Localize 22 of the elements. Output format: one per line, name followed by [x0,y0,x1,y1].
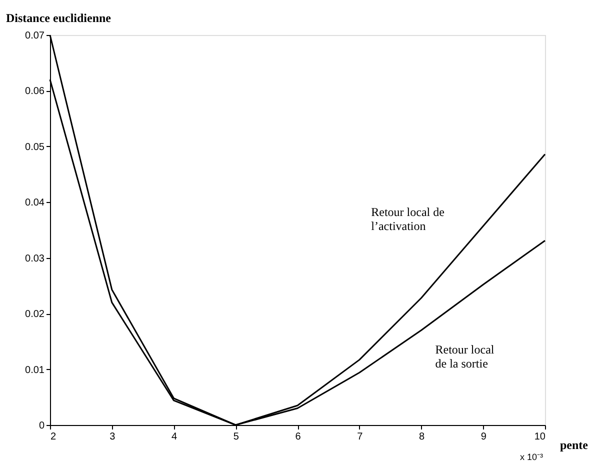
x-tick-label: 3 [110,432,116,442]
text: Retour local de l’activation [371,205,444,234]
x-tick-label: 7 [357,432,364,442]
y-tick-label: 0.03 [25,253,45,264]
y-axis-title: Distance euclidienne [6,11,112,25]
x-tick-label: 2 [50,432,56,442]
y-tick-label: 0 [38,420,45,432]
y-tick-label: 0.02 [25,309,45,320]
y-tick-label: 0.05 [25,142,45,153]
x-tick-label: 10 [534,432,546,442]
y-tick-label: 0.04 [25,198,45,209]
x-axis-title: pente [560,438,589,452]
x-tick-label: 6 [295,432,302,442]
x-tick-label: 8 [418,432,425,442]
y-tick-label: 0.06 [25,86,45,98]
y-tick-label: 0.01 [25,364,45,376]
text: x 10⁻³ [520,452,543,462]
series-label: Retour local de la sortie [435,342,495,370]
x-tick-label: 5 [233,432,240,442]
y-tick-label: 0.07 [25,30,45,42]
x-tick-label: 4 [171,432,178,442]
x-tick-label: 9 [480,432,487,442]
